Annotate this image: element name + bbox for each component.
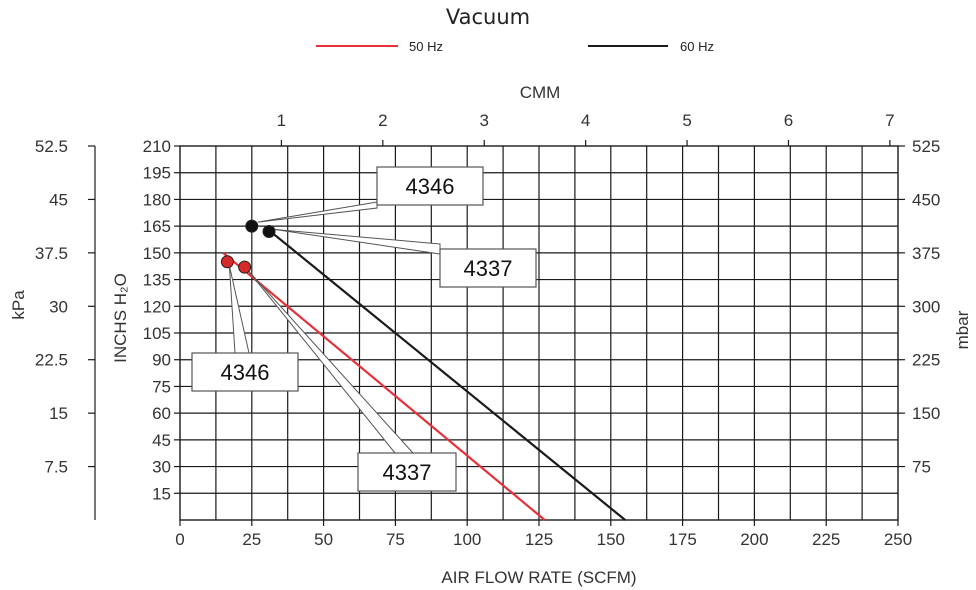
x-tick-label: 150 [597, 530, 625, 549]
cmm-tick-label: 5 [682, 111, 691, 130]
x-tick-label: 225 [812, 530, 840, 549]
inh2o-tick-label: 45 [152, 431, 171, 450]
series-line-1 [265, 227, 626, 521]
cmm-tick-label: 1 [277, 111, 286, 130]
inh2o-tick-label: 30 [152, 458, 171, 477]
kpa-tick-label: 37.5 [35, 244, 68, 263]
cmm-tick-label: 4 [581, 111, 590, 130]
data-point [245, 219, 259, 233]
legend-label-0: 50 Hz [409, 39, 443, 54]
kpa-tick-label: 7.5 [44, 458, 68, 477]
callout-box [439, 248, 537, 288]
kpa-tick-label: 45 [49, 190, 68, 209]
inh2o-tick-label: 105 [143, 324, 171, 343]
x-tick-label: 50 [314, 530, 333, 549]
x-tick-label: 75 [386, 530, 405, 549]
callout-box [191, 352, 299, 392]
data-point [220, 255, 234, 269]
inh2o-axis-title: INCHS H₂O [111, 273, 130, 363]
callout-box [357, 452, 457, 492]
cmm-tick-label: 2 [378, 111, 387, 130]
inh2o-tick-label: 195 [143, 164, 171, 183]
mbar-axis-title: mbar [953, 310, 972, 349]
x-tick-label: 0 [175, 530, 184, 549]
inh2o-tick-label: 120 [143, 297, 171, 316]
callout-pointer [228, 265, 250, 354]
cmm-tick-label: 6 [784, 111, 793, 130]
x-tick-label: 175 [668, 530, 696, 549]
inh2o-tick-label: 210 [143, 137, 171, 156]
mbar-tick-label: 375 [912, 244, 940, 263]
inh2o-tick-label: 135 [143, 271, 171, 290]
kpa-tick-label: 30 [49, 297, 68, 316]
kpa-tick-label: 52.5 [35, 137, 68, 156]
mbar-tick-label: 225 [912, 351, 940, 370]
mbar-tick-label: 525 [912, 137, 940, 156]
kpa-axis-title: kPa [9, 290, 28, 320]
callout-label: 4346 [406, 174, 455, 199]
callout-label: 4337 [464, 256, 513, 281]
x-tick-label: 25 [242, 530, 261, 549]
callout-pointer [274, 228, 441, 255]
inh2o-tick-label: 15 [152, 484, 171, 503]
inh2o-tick-label: 180 [143, 190, 171, 209]
kpa-tick-label: 22.5 [35, 351, 68, 370]
chart-title: Vacuum [446, 5, 530, 29]
mbar-tick-label: 150 [912, 404, 940, 423]
x-tick-label: 100 [453, 530, 481, 549]
mbar-tick-label: 75 [912, 458, 931, 477]
inh2o-tick-label: 75 [152, 377, 171, 396]
inh2o-tick-label: 90 [152, 351, 171, 370]
cmm-tick-label: 7 [885, 111, 894, 130]
data-point [238, 260, 252, 274]
mbar-tick-label: 450 [912, 190, 940, 209]
callout-box [376, 166, 484, 206]
x-tick-label: 125 [525, 530, 553, 549]
x-tick-label: 250 [884, 530, 912, 549]
inh2o-tick-label: 150 [143, 244, 171, 263]
callout-label: 4337 [383, 460, 432, 485]
x-axis-title: AIR FLOW RATE (SCFM) [441, 568, 636, 587]
cmm-axis-title: CMM [520, 83, 561, 102]
cmm-tick-label: 3 [480, 111, 489, 130]
inh2o-tick-label: 165 [143, 217, 171, 236]
inh2o-tick-label: 60 [152, 404, 171, 423]
kpa-tick-label: 15 [49, 404, 68, 423]
legend-label-1: 60 Hz [680, 39, 714, 54]
x-tick-label: 200 [740, 530, 768, 549]
callout-label: 4346 [221, 360, 270, 385]
series-line-0 [222, 252, 546, 521]
data-point [262, 224, 276, 238]
mbar-tick-label: 300 [912, 297, 940, 316]
